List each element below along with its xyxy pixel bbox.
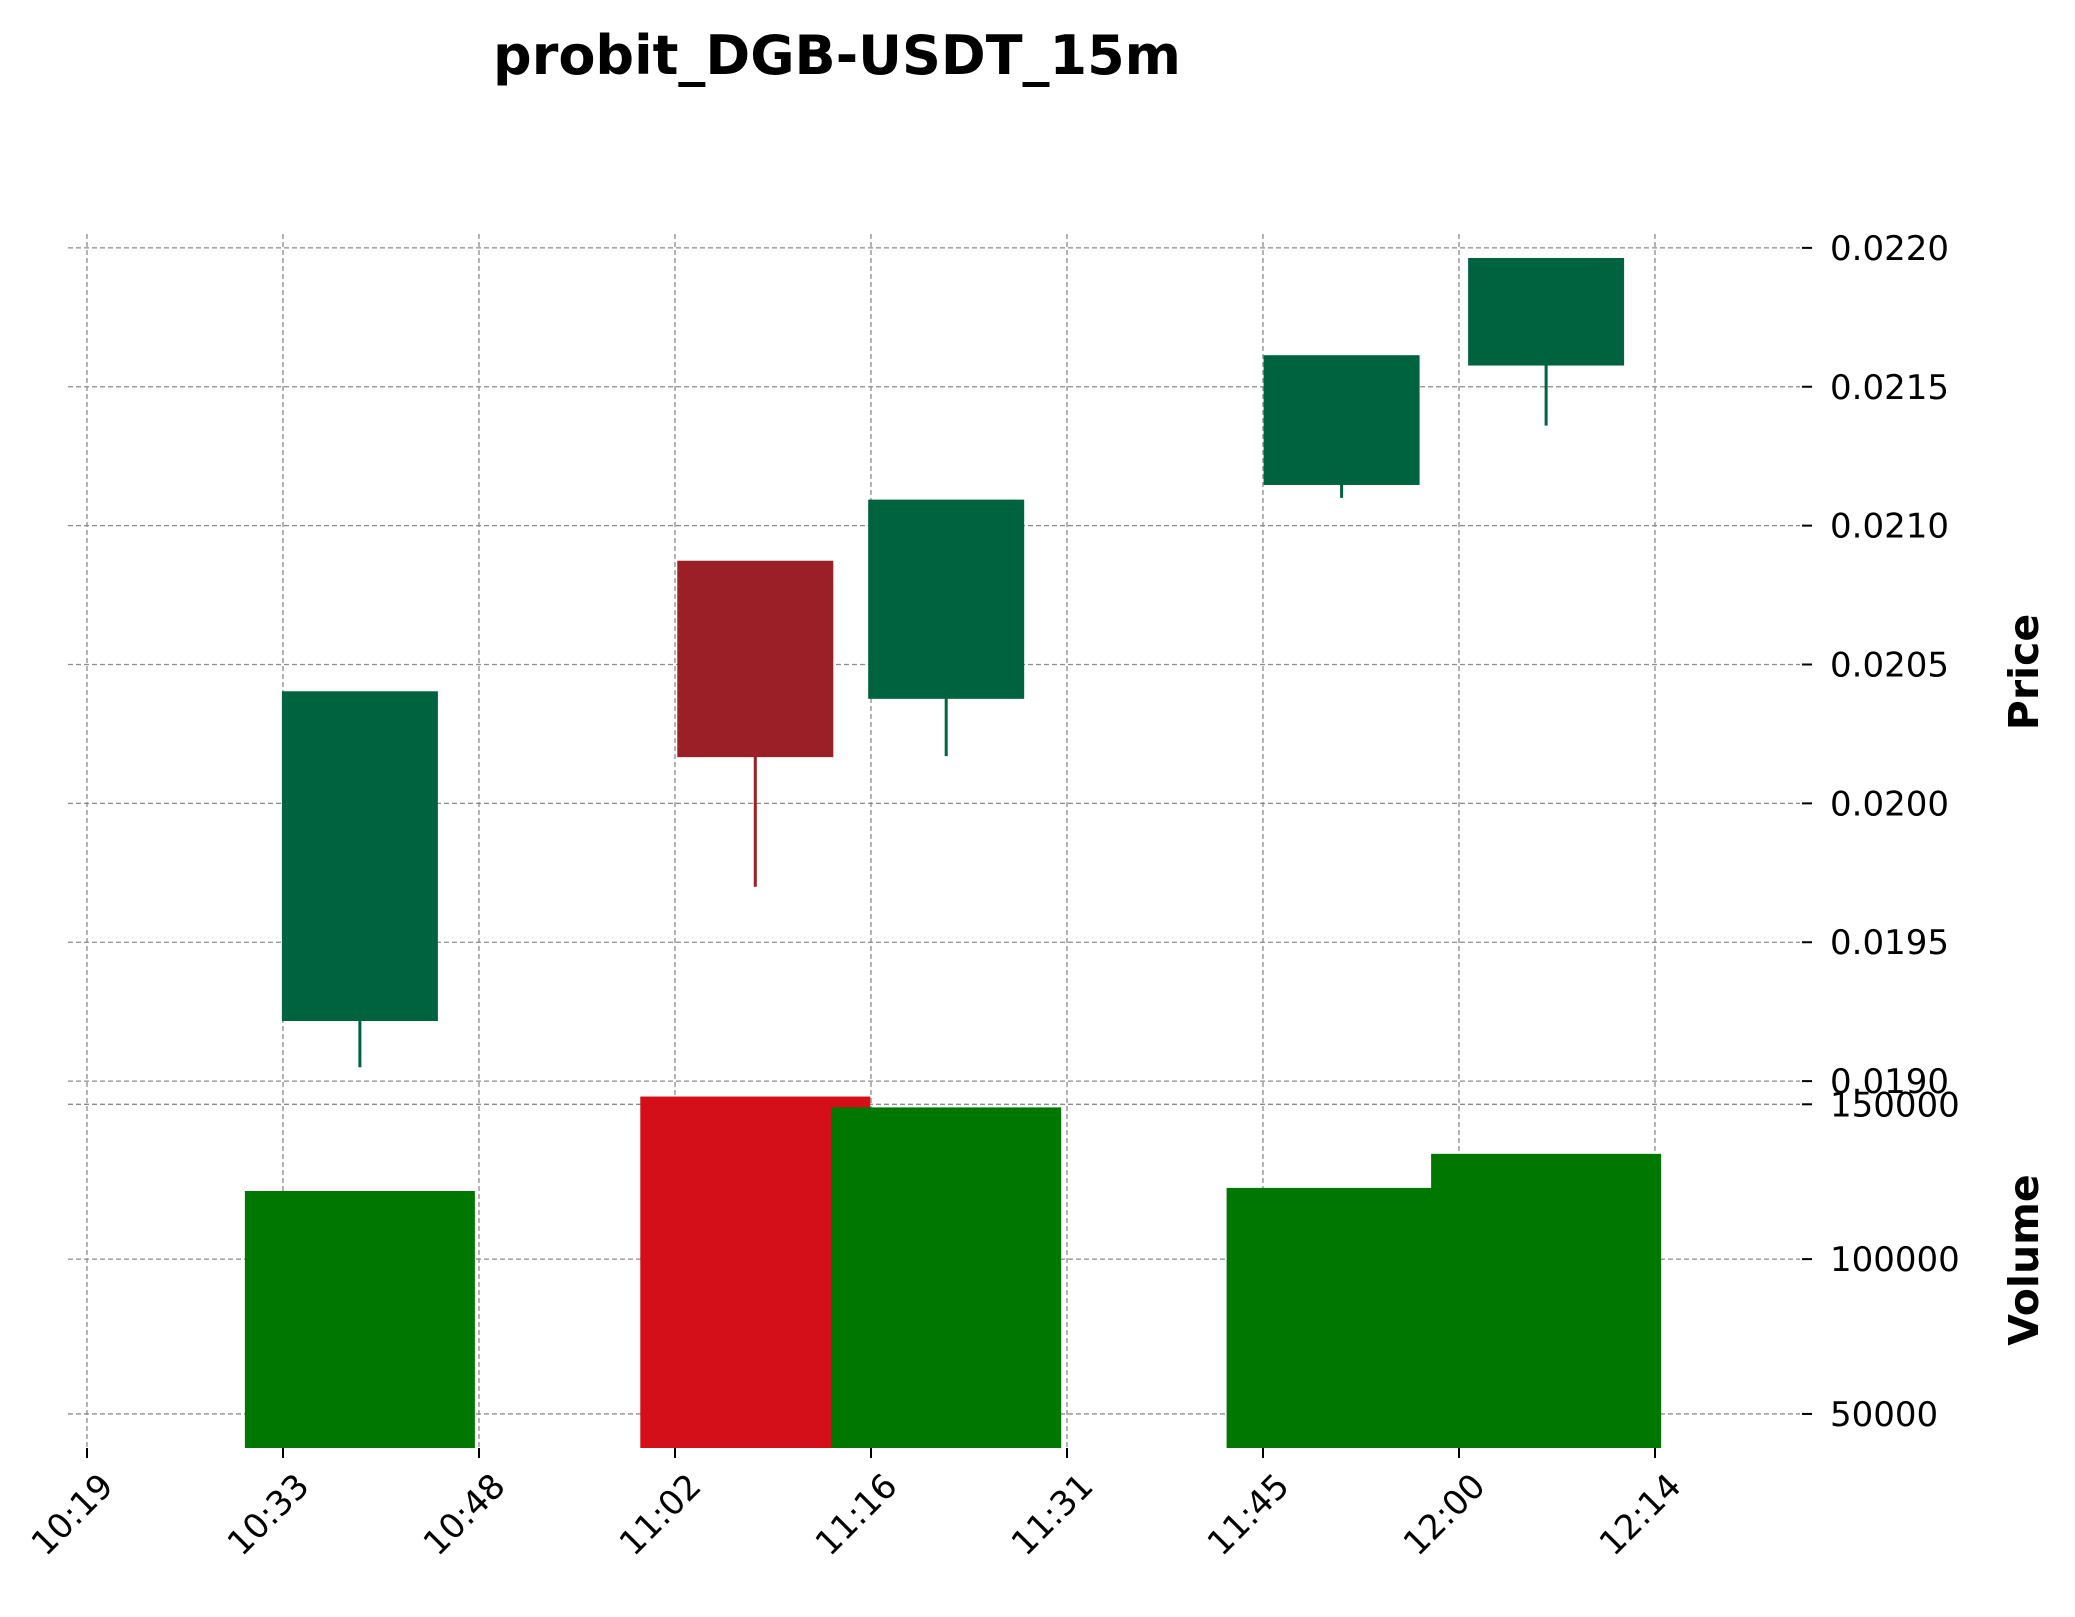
volume-tick-label: 50000 <box>1830 1395 1938 1435</box>
volume-tick-label: 150000 <box>1830 1085 1960 1125</box>
candle-body <box>1468 257 1625 366</box>
price-tick-label: 0.0210 <box>1830 507 1949 547</box>
x-tick-label: 11:02 <box>612 1466 710 1564</box>
price-axis-label: Price <box>2000 614 2048 730</box>
volume-axis: 150000 100000 50000 <box>1802 1085 1960 1435</box>
x-tick-label: 11:45 <box>1200 1466 1298 1564</box>
price-candles <box>281 257 1625 1068</box>
volume-bar <box>831 1107 1062 1448</box>
x-tick-label: 12:14 <box>1592 1466 1690 1564</box>
candle-body <box>1263 355 1420 485</box>
x-tick-label: 12:00 <box>1396 1466 1494 1564</box>
x-tick-label: 11:16 <box>808 1466 906 1564</box>
candle-body <box>868 499 1025 699</box>
volume-bar <box>1226 1187 1457 1448</box>
price-axis: 0.0220 0.0215 0.0210 0.0205 0.0200 0.0195 0.01… <box>1802 229 1949 1102</box>
price-tick-label: 0.0205 <box>1830 646 1949 686</box>
volume-tick-label: 100000 <box>1830 1240 1960 1280</box>
candle-body <box>281 691 438 1022</box>
x-tick-label: 10:33 <box>220 1466 318 1564</box>
x-tick-label: 10:19 <box>24 1466 122 1564</box>
price-tick-label: 0.0200 <box>1830 784 1949 824</box>
volume-bar <box>1431 1153 1662 1448</box>
volume-axis-label: Volume <box>2000 1174 2048 1345</box>
chart-title: probit_DGB-USDT_15m <box>493 24 1181 87</box>
x-tick-label: 11:31 <box>1004 1466 1102 1564</box>
price-tick-label: 0.0195 <box>1830 923 1949 963</box>
price-tick-label: 0.0220 <box>1830 229 1949 269</box>
time-axis: 10:19 10:33 10:48 11:02 11:16 11:31 11:45 12:00… <box>24 1448 1690 1564</box>
x-tick-label: 10:48 <box>416 1466 514 1564</box>
price-tick-label: 0.0215 <box>1830 368 1949 408</box>
volume-bars <box>244 1096 1662 1448</box>
candle-body <box>677 560 834 758</box>
volume-bar <box>244 1190 475 1448</box>
price-tick-label: 0.0190 <box>1830 1062 1949 1102</box>
